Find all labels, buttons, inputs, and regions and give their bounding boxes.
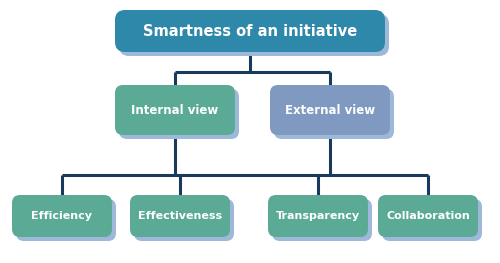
Text: Collaboration: Collaboration [386,211,470,221]
Text: Internal view: Internal view [132,104,218,117]
FancyBboxPatch shape [134,199,234,241]
Text: Effectiveness: Effectiveness [138,211,222,221]
FancyBboxPatch shape [268,195,368,237]
FancyBboxPatch shape [119,89,239,139]
Text: Efficiency: Efficiency [32,211,92,221]
FancyBboxPatch shape [378,195,478,237]
Text: Transparency: Transparency [276,211,360,221]
FancyBboxPatch shape [270,85,390,135]
FancyBboxPatch shape [16,199,116,241]
Text: External view: External view [285,104,375,117]
FancyBboxPatch shape [115,85,235,135]
FancyBboxPatch shape [382,199,482,241]
FancyBboxPatch shape [115,10,385,52]
FancyBboxPatch shape [130,195,230,237]
FancyBboxPatch shape [119,14,389,56]
FancyBboxPatch shape [12,195,112,237]
FancyBboxPatch shape [272,199,372,241]
Text: Smartness of an initiative: Smartness of an initiative [143,23,357,38]
FancyBboxPatch shape [274,89,394,139]
